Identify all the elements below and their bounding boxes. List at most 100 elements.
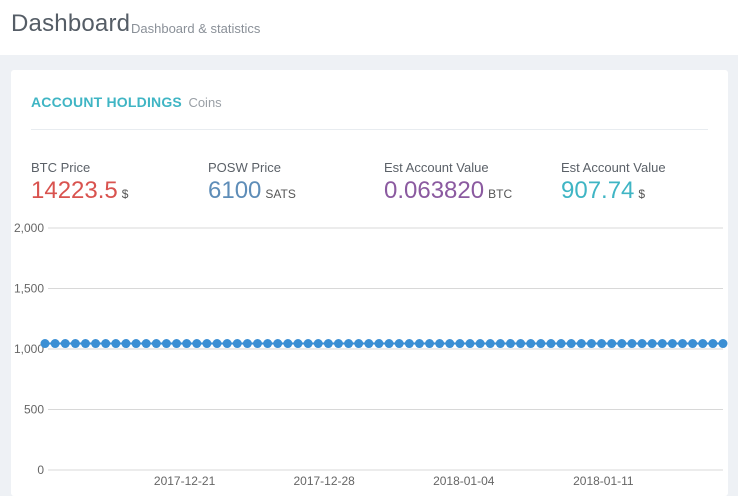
data-point[interactable]: [546, 339, 556, 349]
data-point[interactable]: [667, 339, 677, 349]
data-point[interactable]: [182, 339, 192, 349]
data-point[interactable]: [344, 339, 354, 349]
stat-unit: SATS: [265, 187, 296, 201]
data-point[interactable]: [566, 339, 576, 349]
x-tick-label: 2018-01-11: [573, 474, 634, 488]
data-point[interactable]: [708, 339, 718, 349]
stat-btc-price: BTC Price 14223.5 $: [31, 160, 128, 204]
data-point[interactable]: [263, 339, 273, 349]
x-tick-label: 2018-01-04: [433, 474, 495, 488]
stat-label: Est Account Value: [561, 160, 666, 175]
portlet-title: ACCOUNT HOLDINGS: [31, 94, 182, 110]
stat-unit: $: [638, 187, 646, 201]
data-point[interactable]: [111, 339, 121, 349]
data-point[interactable]: [374, 339, 384, 349]
stat-posw-price: POSW Price 6100 SATS: [208, 160, 296, 204]
data-point[interactable]: [607, 339, 617, 349]
y-tick-label: 1,000: [14, 342, 44, 356]
data-point[interactable]: [212, 339, 222, 349]
data-point[interactable]: [475, 339, 485, 349]
data-point[interactable]: [556, 339, 566, 349]
data-point[interactable]: [445, 339, 455, 349]
page-subtitle: Dashboard & statistics: [131, 21, 261, 36]
stat-value-row: 14223.5 $: [31, 178, 128, 204]
data-point[interactable]: [688, 339, 698, 349]
data-point[interactable]: [273, 339, 283, 349]
stat-number: 6100: [208, 177, 262, 204]
stat-label: BTC Price: [31, 160, 91, 175]
data-point[interactable]: [70, 339, 80, 349]
data-point[interactable]: [101, 339, 111, 349]
y-tick-label: 2,000: [14, 221, 44, 235]
data-point[interactable]: [202, 339, 212, 349]
data-point[interactable]: [678, 339, 688, 349]
data-point[interactable]: [698, 339, 708, 349]
data-point[interactable]: [516, 339, 526, 349]
data-point[interactable]: [232, 339, 242, 349]
data-point[interactable]: [576, 339, 586, 349]
stat-est-account-value-usd: Est Account Value 907.74 $: [561, 160, 666, 204]
data-point[interactable]: [253, 339, 263, 349]
data-point[interactable]: [657, 339, 667, 349]
data-point[interactable]: [718, 339, 728, 349]
page-header: Dashboard Dashboard & statistics: [0, 0, 738, 55]
data-point[interactable]: [637, 339, 647, 349]
data-point[interactable]: [141, 339, 151, 349]
stat-label: Est Account Value: [384, 160, 489, 175]
data-point[interactable]: [485, 339, 495, 349]
data-point[interactable]: [455, 339, 465, 349]
data-point[interactable]: [151, 339, 161, 349]
data-point[interactable]: [192, 339, 202, 349]
stat-unit: $: [121, 187, 129, 201]
data-point[interactable]: [293, 339, 303, 349]
x-tick-label: 2017-12-21: [154, 474, 216, 488]
data-point[interactable]: [91, 339, 101, 349]
stat-unit: BTC: [488, 187, 513, 201]
page-title: Dashboard: [11, 10, 131, 37]
data-point[interactable]: [435, 339, 445, 349]
data-point[interactable]: [242, 339, 252, 349]
data-point[interactable]: [465, 339, 475, 349]
data-point[interactable]: [536, 339, 546, 349]
data-point[interactable]: [333, 339, 343, 349]
data-point[interactable]: [172, 339, 182, 349]
data-point[interactable]: [597, 339, 607, 349]
data-point[interactable]: [283, 339, 293, 349]
portlet-title-helper: Coins: [188, 95, 222, 110]
data-point[interactable]: [586, 339, 596, 349]
data-point[interactable]: [394, 339, 404, 349]
data-point[interactable]: [121, 339, 131, 349]
data-point[interactable]: [161, 339, 171, 349]
data-point[interactable]: [303, 339, 313, 349]
data-point[interactable]: [222, 339, 232, 349]
data-point[interactable]: [414, 339, 424, 349]
y-tick-label: 0: [37, 463, 44, 477]
data-point[interactable]: [354, 339, 364, 349]
stat-est-account-value-btc: Est Account Value 0.063820 BTC: [384, 160, 512, 204]
stat-value-row: 0.063820 BTC: [384, 178, 512, 204]
data-point[interactable]: [495, 339, 505, 349]
account-holdings-portlet: ACCOUNT HOLDINGS Coins BTC Price 14223.5…: [11, 70, 728, 496]
data-point[interactable]: [505, 339, 515, 349]
data-point[interactable]: [313, 339, 323, 349]
stat-number: 0.063820: [384, 177, 485, 204]
stat-value-row: 6100 SATS: [208, 178, 296, 204]
data-point[interactable]: [404, 339, 414, 349]
data-point[interactable]: [526, 339, 536, 349]
portlet-caption: ACCOUNT HOLDINGS Coins: [31, 94, 222, 112]
data-point[interactable]: [617, 339, 627, 349]
stat-label: POSW Price: [208, 160, 281, 175]
data-point[interactable]: [40, 339, 50, 349]
data-point[interactable]: [364, 339, 374, 349]
data-point[interactable]: [425, 339, 435, 349]
data-point[interactable]: [80, 339, 90, 349]
data-point[interactable]: [323, 339, 333, 349]
data-point[interactable]: [131, 339, 141, 349]
y-tick-label: 500: [24, 403, 44, 417]
data-point[interactable]: [384, 339, 394, 349]
data-point[interactable]: [647, 339, 657, 349]
data-point[interactable]: [50, 339, 60, 349]
data-point[interactable]: [60, 339, 70, 349]
data-point[interactable]: [627, 339, 637, 349]
stat-number: 14223.5: [31, 177, 118, 204]
